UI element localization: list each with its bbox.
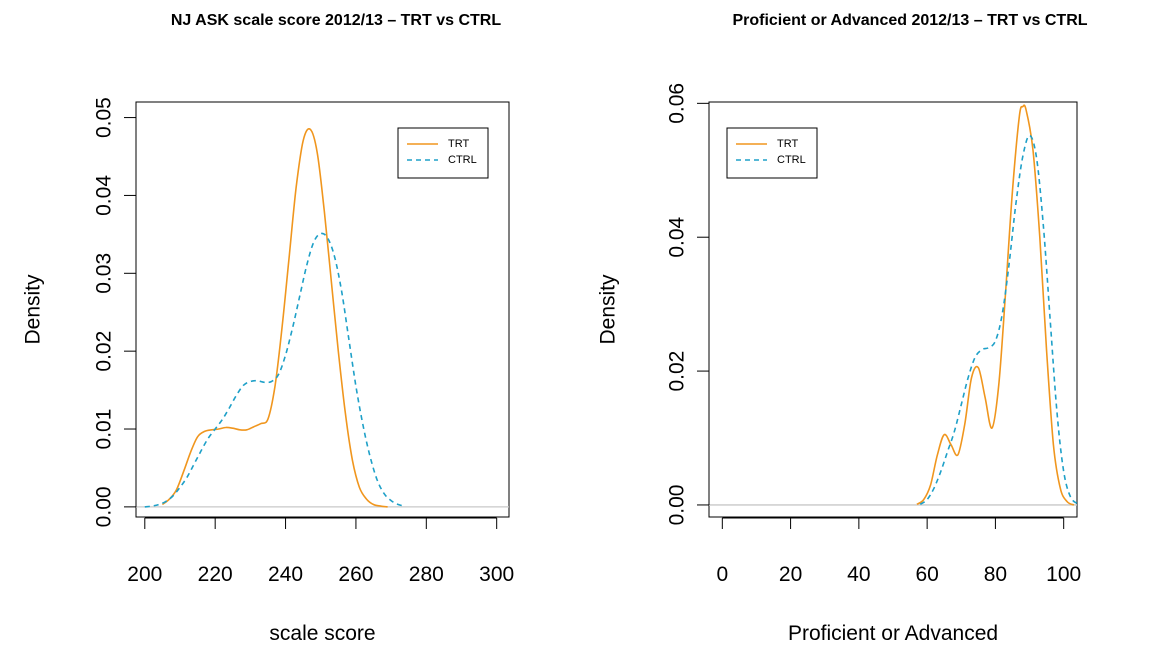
legend: TRT CTRL	[397, 127, 489, 179]
chart-panel-2: Proficient or Advanced 2012/13 – TRT vs …	[597, 12, 1088, 645]
y-tick-label: 0.05	[93, 97, 116, 138]
y-tick-label: 0.01	[93, 409, 116, 450]
y-tick-label: 0.00	[93, 486, 116, 527]
x-axis-label: scale score	[269, 622, 375, 645]
x-tick-label: 280	[409, 563, 444, 586]
legend-box	[726, 127, 818, 179]
y-axis-label: Density	[22, 274, 45, 345]
x-tick-label: 40	[847, 563, 870, 586]
legend-label-trt: TRT	[777, 138, 798, 150]
series-line-ctrl	[144, 232, 406, 508]
x-tick-label: 300	[479, 563, 514, 586]
x-tick-label: 80	[984, 563, 1007, 586]
x-tick-label: 240	[268, 563, 303, 586]
x-tick-label: 220	[198, 563, 233, 586]
x-tick-label: 200	[127, 563, 162, 586]
series-line-ctrl	[919, 134, 1077, 505]
y-tick-label: 0.04	[666, 216, 689, 257]
chart-title: NJ ASK scale score 2012/13 – TRT vs CTRL	[171, 12, 501, 29]
legend: TRT CTRL	[726, 127, 818, 179]
y-tick-label: 0.02	[666, 351, 689, 392]
chart-panel-1: NJ ASK scale score 2012/13 – TRT vs CTRL…	[22, 12, 515, 645]
y-tick-label: 0.00	[666, 485, 689, 526]
x-tick-label: 0	[716, 563, 728, 586]
legend-label-trt: TRT	[448, 138, 469, 150]
x-tick-label: 100	[1046, 563, 1081, 586]
series-line-trt	[161, 128, 388, 508]
x-axis-label: Proficient or Advanced	[788, 622, 998, 645]
series-line-trt	[916, 104, 1075, 506]
x-tick-label: 20	[779, 563, 802, 586]
legend-label-ctrl: CTRL	[448, 154, 477, 166]
y-tick-label: 0.02	[93, 331, 116, 372]
y-tick-label: 0.04	[93, 175, 116, 216]
legend-label-ctrl: CTRL	[777, 154, 806, 166]
x-tick-label: 260	[338, 563, 373, 586]
legend-box	[397, 127, 489, 179]
chart-title: Proficient or Advanced 2012/13 – TRT vs …	[732, 12, 1087, 29]
x-tick-label: 60	[915, 563, 938, 586]
y-tick-label: 0.03	[93, 253, 116, 294]
y-axis-label: Density	[597, 274, 620, 345]
y-tick-label: 0.06	[666, 83, 689, 124]
